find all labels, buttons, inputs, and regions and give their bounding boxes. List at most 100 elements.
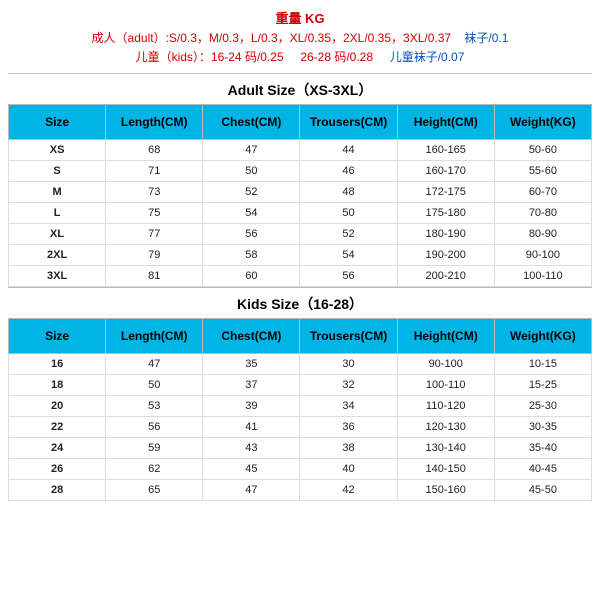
cell: M — [9, 182, 106, 203]
cell: 71 — [106, 161, 203, 182]
cell: XL — [9, 224, 106, 245]
table-row: 26624540140-15040-45 — [9, 459, 592, 480]
cell: 56 — [300, 266, 397, 287]
cell: 20 — [9, 396, 106, 417]
cell: 160-170 — [397, 161, 494, 182]
cell: 73 — [106, 182, 203, 203]
cell: 140-150 — [397, 459, 494, 480]
cell: 70-80 — [494, 203, 591, 224]
table-row: XS684744160-16550-60 — [9, 140, 592, 161]
cell: 172-175 — [397, 182, 494, 203]
cell: S — [9, 161, 106, 182]
cell: 44 — [300, 140, 397, 161]
cell: 77 — [106, 224, 203, 245]
cell: 200-210 — [397, 266, 494, 287]
kids-weights-a: 儿童（kids）：16-24 码/0.25 — [136, 50, 284, 64]
col-1: Length(CM) — [106, 105, 203, 140]
cell: 120-130 — [397, 417, 494, 438]
table-row: 22564136120-13030-35 — [9, 417, 592, 438]
kids-section-title: Kids Size（16-28） — [8, 287, 592, 318]
cell: 175-180 — [397, 203, 494, 224]
cell: 81 — [106, 266, 203, 287]
table-row: S715046160-17055-60 — [9, 161, 592, 182]
cell: 58 — [203, 245, 300, 266]
cell: 59 — [106, 438, 203, 459]
cell: 60 — [203, 266, 300, 287]
col-2: Chest(CM) — [203, 319, 300, 354]
cell: 35-40 — [494, 438, 591, 459]
table-row: L755450175-18070-80 — [9, 203, 592, 224]
col-3: Trousers(CM) — [300, 319, 397, 354]
weight-header: 重量 KG 成人（adult）:S/0.3，M/0.3，L/0.3，XL/0.3… — [8, 8, 592, 67]
cell: 45 — [203, 459, 300, 480]
cell: 52 — [300, 224, 397, 245]
cell: 54 — [203, 203, 300, 224]
adult-socks: 袜子/0.1 — [464, 31, 508, 45]
cell: 150-160 — [397, 480, 494, 501]
cell: 55-60 — [494, 161, 591, 182]
kids-header-row: SizeLength(CM)Chest(CM)Trousers(CM)Heigh… — [9, 319, 592, 354]
cell: 43 — [203, 438, 300, 459]
table-row: 28654742150-16045-50 — [9, 480, 592, 501]
cell: 50-60 — [494, 140, 591, 161]
kids-socks: 儿童袜子/0.07 — [390, 50, 465, 64]
cell: 28 — [9, 480, 106, 501]
cell: 54 — [300, 245, 397, 266]
cell: 60-70 — [494, 182, 591, 203]
cell: 180-190 — [397, 224, 494, 245]
col-5: Weight(KG) — [494, 105, 591, 140]
cell: 47 — [203, 480, 300, 501]
cell: 40 — [300, 459, 397, 480]
col-4: Height(CM) — [397, 319, 494, 354]
cell: 56 — [203, 224, 300, 245]
cell: 50 — [300, 203, 397, 224]
cell: 34 — [300, 396, 397, 417]
cell: 30-35 — [494, 417, 591, 438]
cell: 45-50 — [494, 480, 591, 501]
cell: 42 — [300, 480, 397, 501]
cell: 18 — [9, 375, 106, 396]
cell: 75 — [106, 203, 203, 224]
cell: 100-110 — [494, 266, 591, 287]
cell: 48 — [300, 182, 397, 203]
adult-header-row: SizeLength(CM)Chest(CM)Trousers(CM)Heigh… — [9, 105, 592, 140]
cell: 79 — [106, 245, 203, 266]
kids-size-table: SizeLength(CM)Chest(CM)Trousers(CM)Heigh… — [8, 318, 592, 501]
cell: 40-45 — [494, 459, 591, 480]
cell: 24 — [9, 438, 106, 459]
cell: 53 — [106, 396, 203, 417]
cell: XS — [9, 140, 106, 161]
cell: 16 — [9, 354, 106, 375]
col-4: Height(CM) — [397, 105, 494, 140]
cell: 26 — [9, 459, 106, 480]
cell: 46 — [300, 161, 397, 182]
cell: 37 — [203, 375, 300, 396]
weight-line-kids: 儿童（kids）：16-24 码/0.25 26-28 码/0.28 儿童袜子/… — [8, 48, 592, 67]
table-row: 18503732100-11015-25 — [9, 375, 592, 396]
adult-size-table: SizeLength(CM)Chest(CM)Trousers(CM)Heigh… — [8, 104, 592, 287]
cell: 15-25 — [494, 375, 591, 396]
cell: 32 — [300, 375, 397, 396]
weight-line-adult: 成人（adult）:S/0.3，M/0.3，L/0.3，XL/0.35，2XL/… — [8, 29, 592, 48]
cell: 50 — [203, 161, 300, 182]
table-row: 3XL816056200-210100-110 — [9, 266, 592, 287]
kids-weights-b: 26-28 码/0.28 — [300, 50, 373, 64]
cell: 2XL — [9, 245, 106, 266]
cell: 56 — [106, 417, 203, 438]
cell: 160-165 — [397, 140, 494, 161]
cell: 10-15 — [494, 354, 591, 375]
cell: 25-30 — [494, 396, 591, 417]
cell: 68 — [106, 140, 203, 161]
cell: 190-200 — [397, 245, 494, 266]
col-2: Chest(CM) — [203, 105, 300, 140]
table-row: 1647353090-10010-15 — [9, 354, 592, 375]
weight-title: 重量 KG — [8, 8, 592, 27]
cell: 38 — [300, 438, 397, 459]
adult-weights: 成人（adult）:S/0.3，M/0.3，L/0.3，XL/0.35，2XL/… — [92, 31, 452, 45]
col-3: Trousers(CM) — [300, 105, 397, 140]
col-5: Weight(KG) — [494, 319, 591, 354]
col-1: Length(CM) — [106, 319, 203, 354]
table-row: XL775652180-19080-90 — [9, 224, 592, 245]
cell: 35 — [203, 354, 300, 375]
adult-section-title: Adult Size（XS-3XL） — [8, 73, 592, 104]
